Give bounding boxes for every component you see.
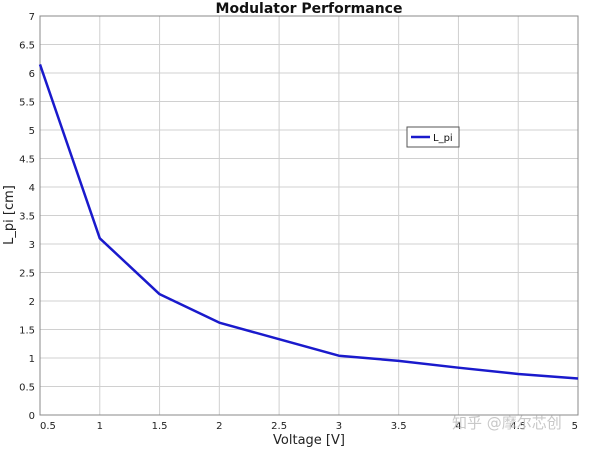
series-group <box>38 64 579 380</box>
y-tick-label: 2.5 <box>19 269 35 280</box>
legend-box <box>406 126 460 148</box>
x-tick-label: 4 <box>455 421 461 432</box>
x-axis-label: Voltage [V] <box>273 433 345 448</box>
axes <box>39 15 579 416</box>
chart-title: Modulator Performance <box>216 1 403 17</box>
x-tick-label: 3.5 <box>391 421 407 432</box>
y-tick-label: 1 <box>29 354 35 365</box>
y-tick-labels: 0 0.5 1 1.5 2 2.5 3 3.5 4 4.5 5 5.5 6 6.5 7 <box>19 12 35 422</box>
y-tick-label: 7 <box>29 12 35 23</box>
x-tick-label: 2.5 <box>271 421 287 432</box>
y-tick-label: 0.5 <box>19 383 35 394</box>
x-tick-labels: 0.5 1 1.5 2 2.5 3 3.5 4 4.5 5 <box>40 421 578 432</box>
x-tick-label: 1.5 <box>152 421 168 432</box>
y-axis-label: L_pi [cm] <box>2 185 17 245</box>
x-tick-label: 4.5 <box>510 421 526 432</box>
y-tick-label: 3.5 <box>19 212 35 223</box>
x-tick-label: 1 <box>97 421 103 432</box>
y-tick-label: 2 <box>29 297 35 308</box>
y-tick-label: 4.5 <box>19 155 35 166</box>
y-tick-label: 4 <box>29 183 35 194</box>
x-tick-label: 3 <box>336 421 342 432</box>
plot-frame <box>39 15 579 416</box>
y-tick-label: 1.5 <box>19 326 35 337</box>
grid <box>39 15 579 416</box>
y-tick-label: 3 <box>29 240 35 251</box>
watermark-text: 知乎 @摩尔芯创 <box>452 414 562 432</box>
y-tick-label: 0 <box>29 411 35 422</box>
legend: L_pi <box>406 126 460 148</box>
y-tick-label: 5.5 <box>19 98 35 109</box>
x-tick-label: 5 <box>572 421 578 432</box>
legend-label: L_pi <box>433 133 453 144</box>
y-tick-label: 5 <box>29 126 35 137</box>
series-line-l-pi <box>38 64 579 380</box>
y-tick-label: 6 <box>29 69 35 80</box>
x-tick-label: 0.5 <box>40 421 56 432</box>
y-tick-label: 6.5 <box>19 41 35 52</box>
x-tick-label: 2 <box>216 421 222 432</box>
